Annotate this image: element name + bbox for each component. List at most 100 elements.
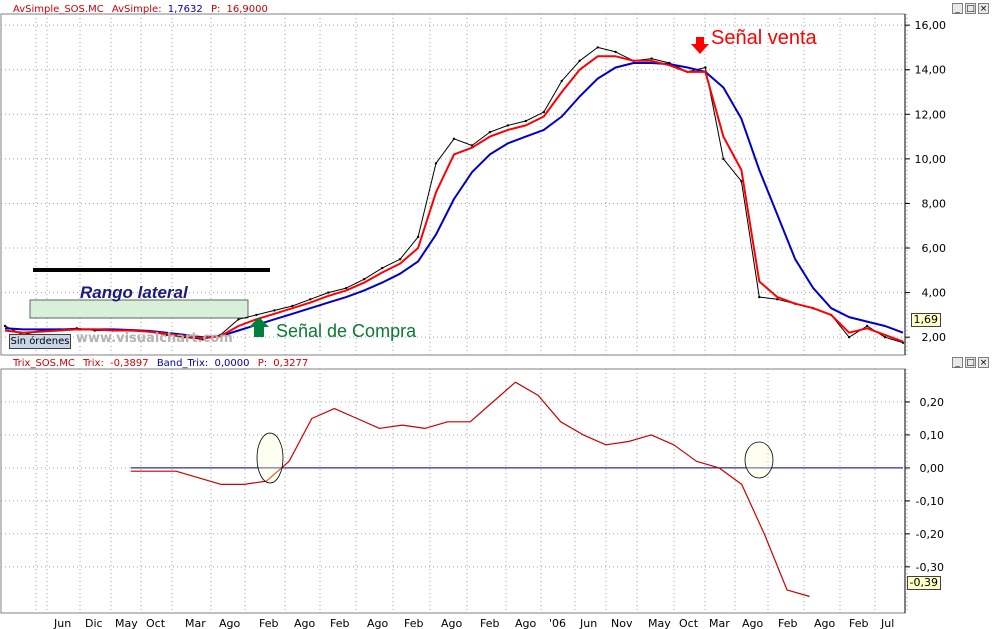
trix-legend-trix-value: -0,3897 — [110, 358, 149, 369]
price-point — [416, 235, 420, 239]
price-point — [614, 50, 617, 54]
x-tick-label: Ago — [441, 617, 463, 629]
x-tick-label: Feb — [480, 617, 499, 629]
orders-button[interactable]: Sin órdenes — [9, 334, 71, 349]
sell-signal-ellipse — [744, 441, 774, 479]
trix-legend-series: Trix_SOS.MC — [12, 358, 75, 369]
price-point — [578, 59, 581, 62]
x-tick-label: Mar — [185, 617, 206, 629]
price-point — [452, 137, 456, 140]
x-tick-label: Oct — [146, 617, 166, 629]
price-point — [740, 180, 743, 183]
x-tick-label: May — [115, 617, 138, 629]
price-y-tick-label: 14,00 — [915, 64, 947, 77]
x-tick-label: Ago — [294, 617, 316, 629]
price-y-tick-label: 8,00 — [922, 197, 947, 210]
price-point — [488, 130, 492, 134]
x-tick-label: Feb — [259, 617, 278, 629]
price-point — [596, 46, 599, 49]
price-point — [524, 119, 527, 123]
price-point — [506, 124, 510, 127]
price-point — [255, 313, 258, 317]
price-point — [542, 110, 545, 114]
x-tick-label: Feb — [330, 617, 349, 629]
price-point — [560, 79, 563, 83]
range-box — [29, 299, 249, 319]
price-point — [847, 336, 851, 339]
trix-panel — [0, 368, 906, 614]
x-tick-label: '06 — [549, 617, 566, 629]
price-point — [704, 66, 707, 69]
price-legend-indicator-label: AvSimple: — [112, 4, 162, 15]
fast-ma-line — [4, 55, 904, 343]
price-legend-p-value: 16,9000 — [227, 4, 268, 15]
price-panel — [0, 13, 906, 356]
price-point — [273, 309, 276, 312]
trix-legend-trix-label: Trix: — [82, 358, 104, 369]
trix-panel-minimize-button[interactable]: _ — [952, 357, 963, 368]
price-y-tick-label: 12,00 — [915, 108, 947, 121]
price-point — [327, 291, 330, 294]
price-panel-close-button[interactable]: × — [978, 3, 989, 14]
price-y-ticks: 2,00 4,00 6,00 8,00 10,00 12,00 14,00 16,00 — [905, 19, 946, 344]
trix-legend-p-value: 0,3277 — [273, 358, 308, 369]
price-series-group — [3, 46, 905, 344]
x-tick-label: Mar — [709, 617, 730, 629]
x-tick-label: Feb — [778, 617, 797, 629]
trix-y-tick-label: 0,10 — [920, 429, 945, 442]
sell-arrow-icon — [691, 37, 709, 54]
price-point — [363, 278, 366, 281]
price-y-tick-label: 16,00 — [915, 19, 947, 32]
x-tick-label: Ago — [814, 617, 836, 629]
price-grid — [1, 14, 908, 355]
price-panel-maximize-button[interactable]: □ — [965, 3, 976, 14]
price-y-tick-label: 6,00 — [922, 242, 947, 255]
x-tick-label: Ago — [367, 617, 389, 629]
price-y-tick-label: 4,00 — [922, 287, 947, 300]
price-legend-series: AvSimple_SOS.MC — [13, 4, 104, 15]
sell-signal-label: Señal venta — [711, 27, 818, 49]
price-legend-p-label: P: — [211, 4, 220, 15]
price-last-value-tag: 1,69 — [910, 313, 941, 327]
trix-panel-maximize-button[interactable]: □ — [965, 357, 976, 368]
trix-legend: Trix_SOS.MC Trix: -0,3897 Band_Trix: 0,0… — [12, 358, 308, 369]
trix-y-tick-label: -0,20 — [916, 528, 944, 541]
price-point — [3, 324, 7, 328]
buy-arrow-icon — [249, 317, 269, 337]
trix-legend-band-label: Band_Trix: — [157, 358, 209, 369]
trix-y-ticks: -0,30 -0,20 -0,10 0,00 0,10 0,20 — [905, 396, 944, 574]
price-point — [345, 286, 348, 290]
trix-panel-close-button[interactable]: × — [978, 357, 989, 368]
price-point — [309, 298, 312, 301]
x-tick-label: Ago — [515, 617, 537, 629]
x-tick-label: Ago — [742, 617, 764, 629]
trix-legend-p-label: P: — [258, 358, 267, 369]
x-tick-label: Jun — [53, 617, 71, 629]
price-point — [434, 162, 438, 165]
price-point — [398, 258, 402, 261]
price-point — [381, 266, 384, 270]
x-tick-label: Nov — [611, 617, 633, 629]
x-tick-label: Dic — [85, 617, 103, 629]
trix-y-tick-label: -0,30 — [916, 561, 944, 574]
price-point — [470, 144, 474, 147]
price-point — [865, 324, 869, 328]
x-tick-label: Feb — [849, 617, 868, 629]
trix-last-value-tag: -0,39 — [906, 576, 941, 590]
price-point — [237, 318, 240, 321]
price-legend-indicator-value: 1,7632 — [168, 4, 203, 15]
x-tick-label: Jun — [579, 617, 597, 629]
price-point — [650, 57, 653, 60]
price-y-tick-label: 2,00 — [922, 331, 947, 344]
price-panel-minimize-button[interactable]: _ — [952, 3, 963, 14]
x-tick-label: Oct — [679, 617, 699, 629]
price-y-tick-label: 10,00 — [915, 153, 947, 166]
trix-series-group — [130, 381, 903, 598]
trix-y-tick-label: 0,20 — [920, 396, 945, 409]
x-tick-label: Jul — [880, 617, 894, 629]
price-point — [722, 157, 725, 161]
x-axis-ticks: Jun Dic May Oct Mar Ago Feb Ago Feb Ago Feb Ago Feb A… — [53, 617, 894, 629]
watermark: www.visualchart.com — [76, 331, 233, 346]
